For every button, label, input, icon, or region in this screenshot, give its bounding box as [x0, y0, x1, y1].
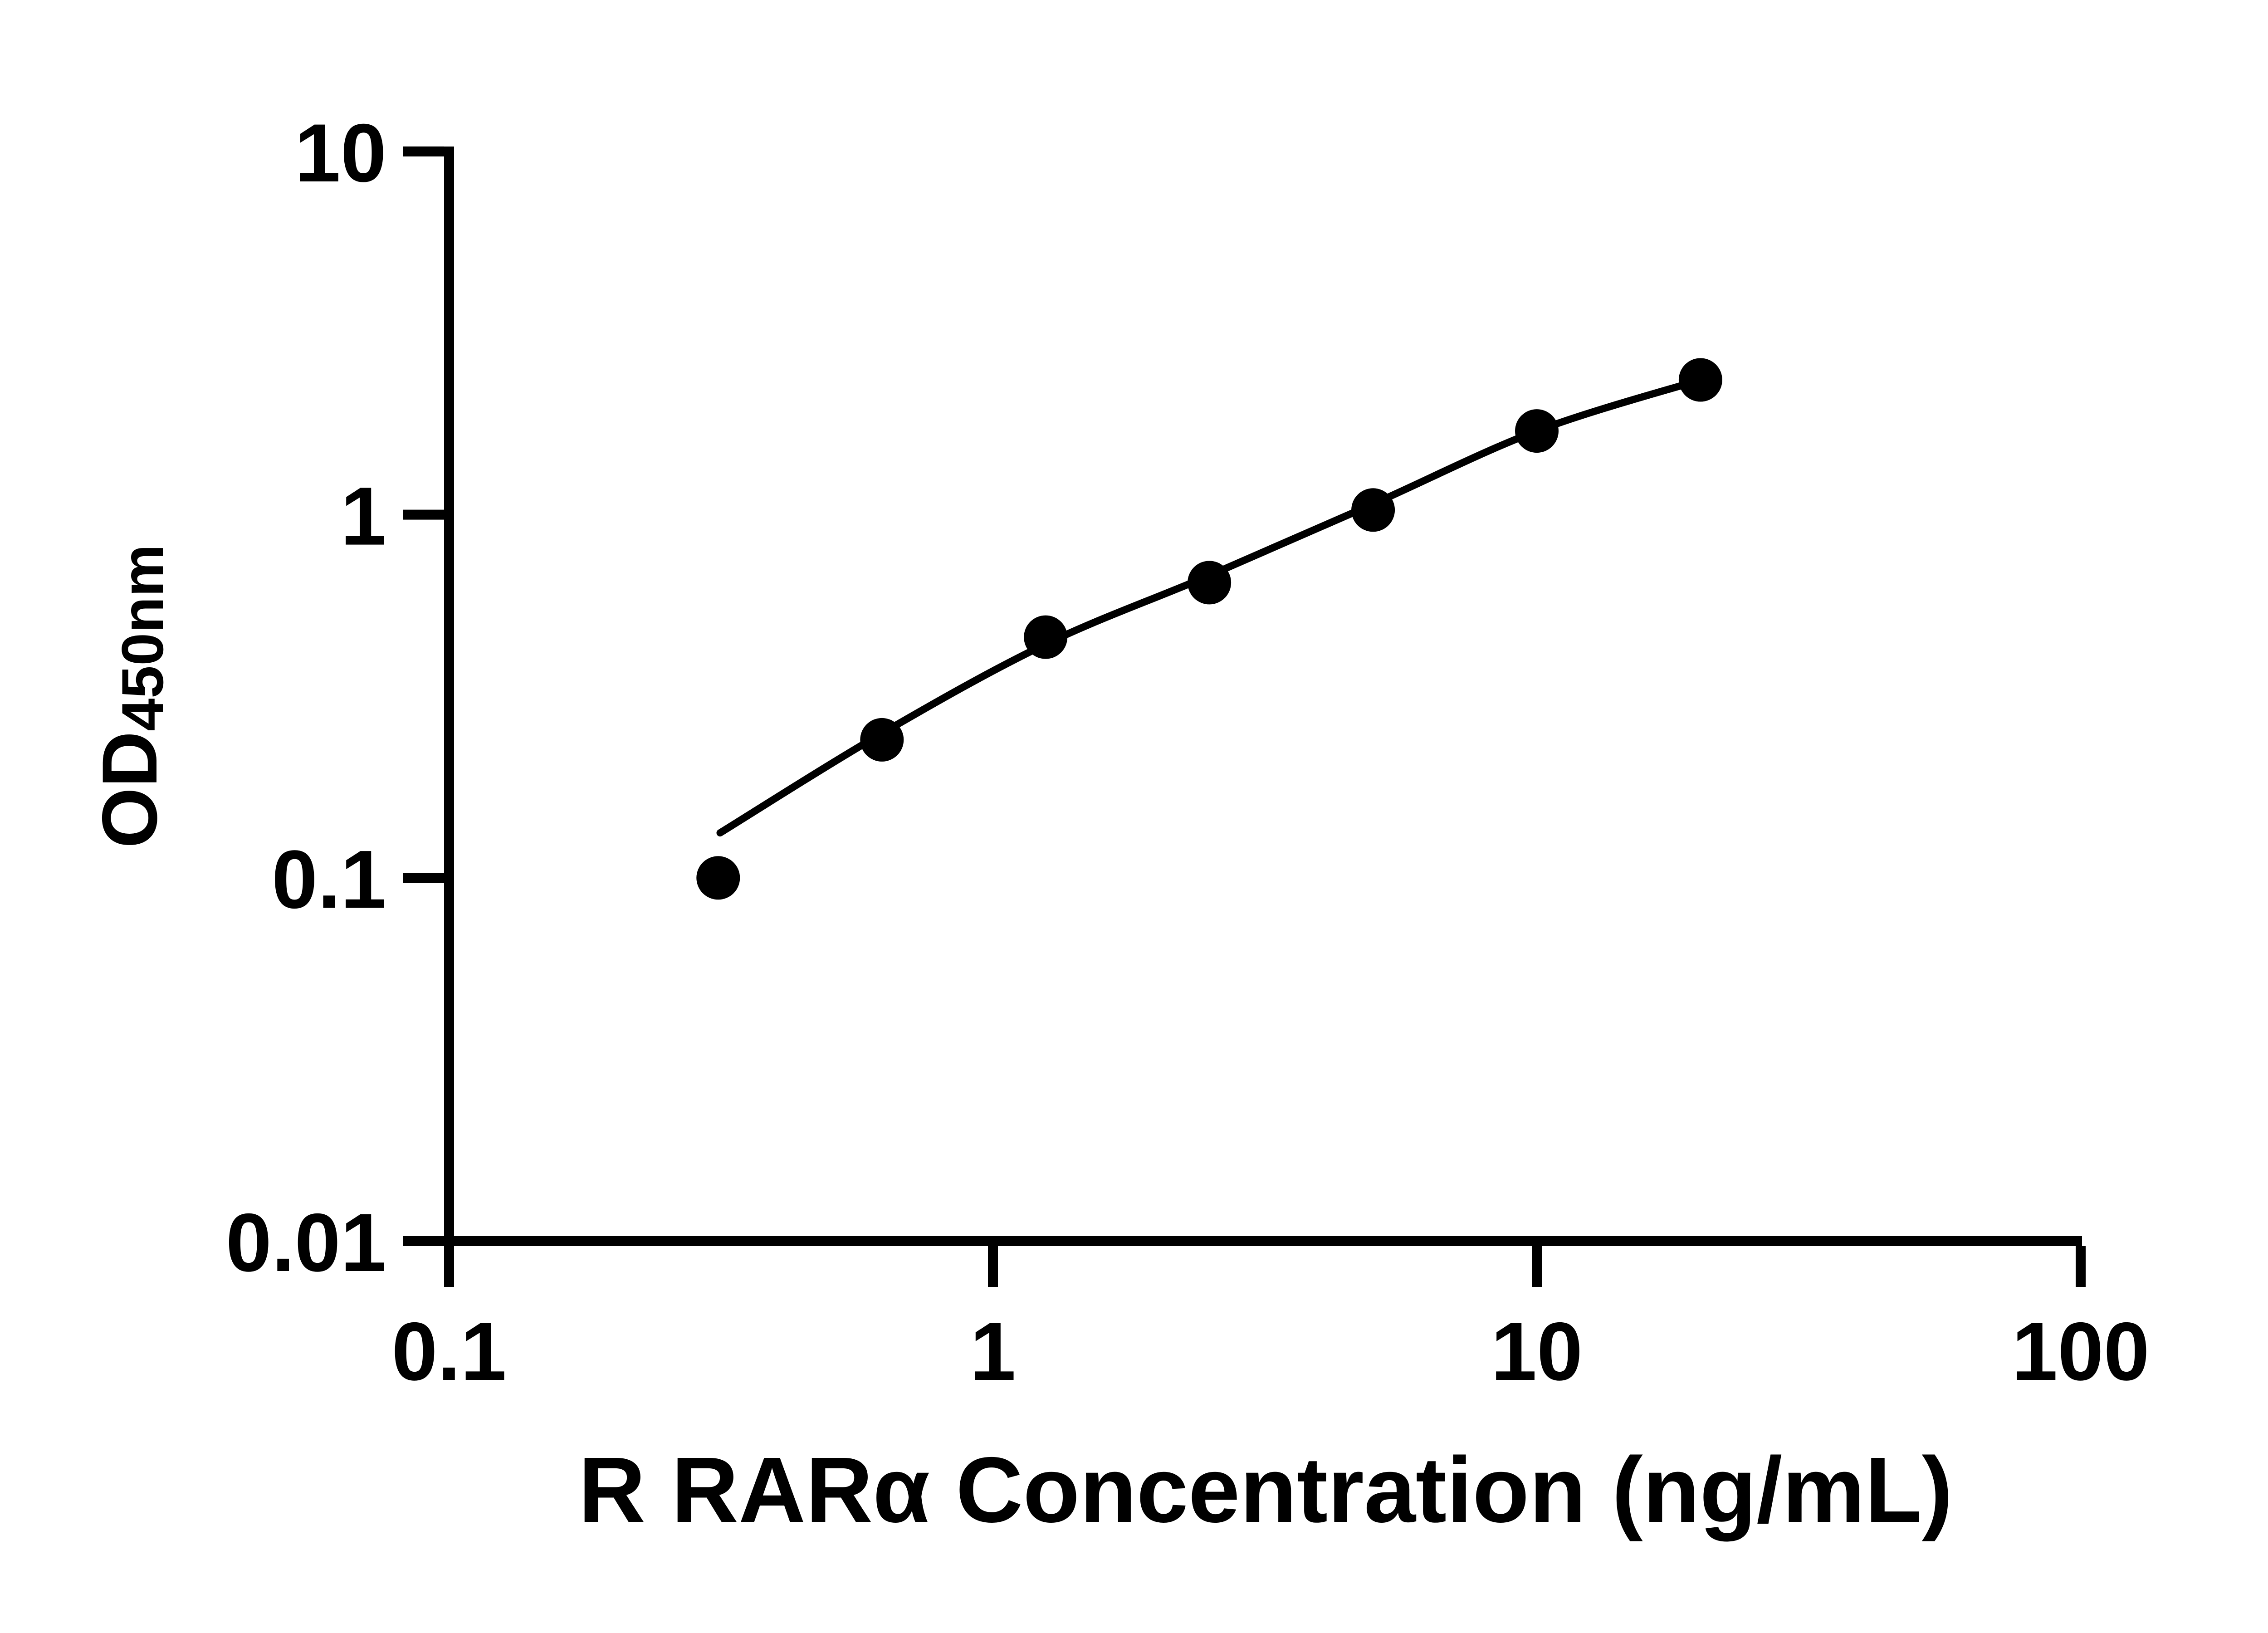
- fit-curve-line: [716, 376, 1704, 837]
- y-axis-title-subscript: 450nm: [109, 544, 176, 731]
- x-tick-label: 0.1: [391, 1305, 506, 1398]
- data-point: [696, 856, 740, 900]
- data-points: [696, 358, 1722, 900]
- y-tick-label: 0.01: [226, 1196, 386, 1289]
- data-point: [860, 718, 904, 762]
- y-axis-title: OD450nm: [86, 544, 176, 848]
- y-tick-label: 1: [341, 470, 386, 562]
- data-point: [1678, 358, 1722, 402]
- axes: [444, 147, 2082, 1246]
- x-tick-labels: 0.1 1 10 100: [391, 1305, 2149, 1398]
- axis-ticks: [403, 146, 2086, 1287]
- x-tick-label: 1: [970, 1305, 1016, 1398]
- data-point: [1024, 615, 1068, 659]
- data-point: [1515, 409, 1559, 453]
- x-tick-label: 10: [1491, 1305, 1583, 1398]
- x-tick-label: 100: [2012, 1305, 2150, 1398]
- y-axis-title-main: OD: [86, 731, 173, 848]
- data-point: [1351, 488, 1395, 532]
- y-tick-labels: 10 1 0.1 0.01: [226, 107, 386, 1289]
- x-axis-title: R RARα Concentration (ng/mL): [578, 1438, 1953, 1542]
- y-tick-label: 0.1: [272, 833, 386, 925]
- y-tick-label: 10: [295, 107, 386, 199]
- fit-curve: [716, 376, 1704, 837]
- data-point: [1188, 561, 1232, 605]
